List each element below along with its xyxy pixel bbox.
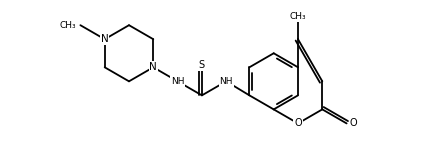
Text: CH₃: CH₃	[59, 21, 76, 30]
Text: S: S	[199, 60, 204, 70]
Text: N: N	[149, 62, 157, 72]
Text: CH₃: CH₃	[289, 12, 305, 21]
Text: N: N	[101, 34, 108, 44]
Text: NH: NH	[170, 77, 184, 86]
Text: O: O	[349, 118, 357, 128]
Text: NH: NH	[219, 77, 233, 86]
Text: O: O	[294, 118, 301, 128]
